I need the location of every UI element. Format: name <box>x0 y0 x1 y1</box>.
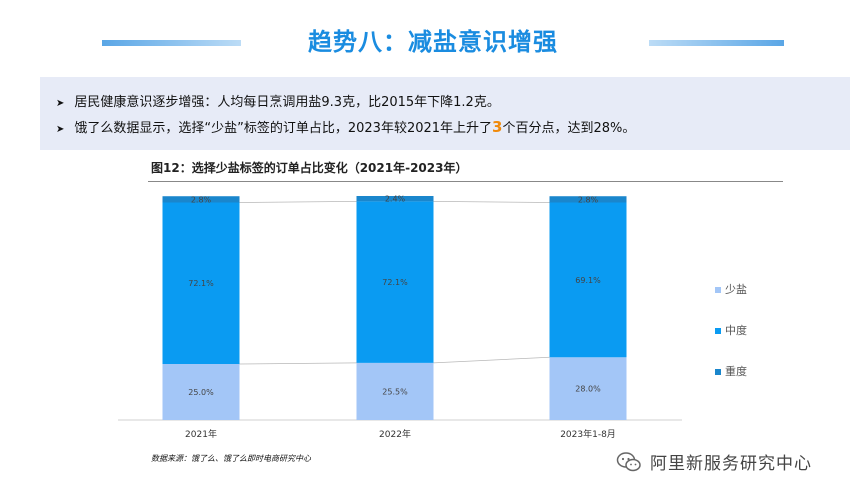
figure-title-rule <box>148 181 783 182</box>
bar-segment-heavy <box>162 196 240 203</box>
summary-bullet-2-prefix: 饿了么数据显示，选择“少盐”标签的订单占比，2023年较2021年上升了 <box>74 121 493 136</box>
brand-text: 阿里新服务研究中心 <box>650 454 812 474</box>
summary-bullet-1-text: 居民健康意识逐步增强：人均每日烹调用盐9.3克，比2015年下降1.2克。 <box>74 95 500 110</box>
bar-segment-low-salt <box>549 357 627 420</box>
bar-segment-low-salt <box>356 362 434 420</box>
bar-segment-medium <box>356 201 434 363</box>
data-source-note: 数据来源：饿了么、饿了么即时电商研究中心 <box>151 454 311 463</box>
title-decoration-right <box>649 40 784 46</box>
x-tick-label: 2023年1-8月 <box>560 428 616 440</box>
legend-label: 重度 <box>725 364 747 378</box>
legend-swatch <box>715 328 721 334</box>
summary-bullet-2-suffix: 个百分点，达到28%。 <box>502 121 636 136</box>
legend-label: 中度 <box>725 323 747 337</box>
bar-segment-heavy <box>356 196 434 202</box>
series-connector-line <box>433 200 550 203</box>
x-tick-label: 2022年 <box>379 428 411 440</box>
legend-swatch <box>715 369 721 375</box>
bar-segment-low-salt <box>162 364 240 420</box>
figure-title: 图12：选择少盐标签的订单占比变化（2021年-2023年） <box>151 161 468 175</box>
legend-swatch <box>715 287 721 293</box>
bullet-arrow-icon: ➤ <box>56 124 65 135</box>
bar-segment-medium <box>162 202 240 364</box>
data-label: 28.0% <box>575 385 601 394</box>
summary-bullet-1: ➤ 居民健康意识逐步增强：人均每日烹调用盐9.3克，比2015年下降1.2克。 <box>56 91 500 110</box>
data-label: 25.5% <box>382 387 408 396</box>
data-label: 2.4% <box>385 195 406 204</box>
data-label: 2.8% <box>578 195 599 204</box>
bar-segment-medium <box>549 202 627 358</box>
legend-label: 少盐 <box>725 283 747 296</box>
title-decoration-left <box>102 40 241 46</box>
data-label: 72.1% <box>188 279 214 288</box>
data-label: 25.0% <box>188 388 214 397</box>
data-label: 72.1% <box>382 278 408 287</box>
brand-watermark: 阿里新服务研究中心 <box>616 449 812 474</box>
data-label: 69.1% <box>575 276 601 285</box>
summary-panel: ➤ 居民健康意识逐步增强：人均每日烹调用盐9.3克，比2015年下降1.2克。 ➤… <box>40 77 850 150</box>
series-connector-line <box>239 362 357 365</box>
series-connector-line <box>433 356 550 364</box>
data-label: 2.8% <box>191 195 212 204</box>
page-title: 趋势八：减盐意识增强 <box>308 28 558 56</box>
x-tick-label: 2021年 <box>185 428 217 440</box>
series-connector-line <box>239 200 357 203</box>
summary-bullet-2: ➤ 饿了么数据显示，选择“少盐”标签的订单占比，2023年较2021年上升了3个百… <box>56 117 635 136</box>
summary-bullet-2-highlight: 3 <box>492 118 503 136</box>
bar-segment-heavy <box>549 196 627 203</box>
wechat-icon <box>616 451 641 471</box>
bullet-arrow-icon: ➤ <box>56 98 65 109</box>
